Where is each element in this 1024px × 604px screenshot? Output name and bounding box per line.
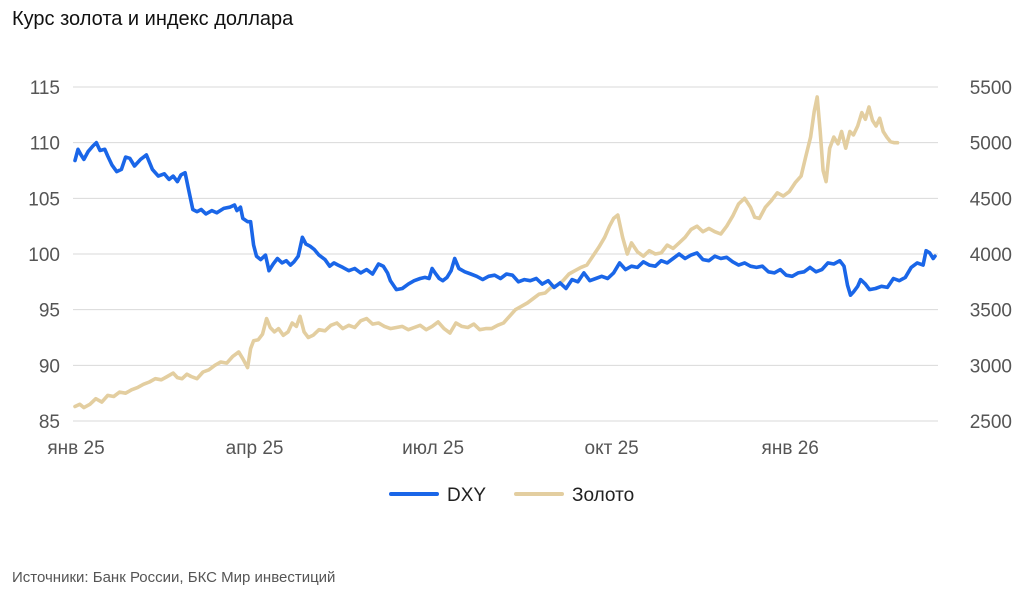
dxy-series-line [73, 140, 937, 297]
left-tick-label: 85 [39, 412, 60, 433]
left-tick-label: 110 [30, 134, 60, 155]
left-tick-label: 95 [39, 301, 60, 322]
series-layer [73, 95, 937, 410]
left-tick-label: 105 [28, 189, 60, 210]
right-tick-label: 3500 [970, 301, 1012, 322]
x-axis-ticks: янв 25 апр 25 июл 25 окт 25 янв 26 [47, 438, 819, 459]
left-tick-label: 115 [30, 78, 60, 99]
legend-gold-label: Золото [572, 485, 634, 506]
left-axis-ticks: 85 90 95 100 105 110 115 [28, 78, 60, 433]
x-tick-label: июл 25 [402, 438, 464, 459]
left-tick-label: 90 [39, 356, 60, 377]
right-tick-label: 2500 [970, 412, 1012, 433]
left-tick-label: 100 [28, 245, 60, 266]
x-tick-label: янв 25 [47, 438, 104, 459]
chart-title: Курс золота и индекс доллара [12, 8, 294, 30]
right-tick-label: 3000 [970, 356, 1012, 377]
x-tick-label: окт 25 [585, 438, 639, 459]
legend-dxy-label: DXY [447, 485, 486, 506]
right-axis-ticks: 2500 3000 3500 4000 4500 5000 5500 [970, 78, 1012, 433]
source-note: Источники: Банк России, БКС Мир инвестиц… [12, 569, 336, 586]
x-tick-label: апр 25 [226, 438, 284, 459]
right-tick-label: 4500 [970, 189, 1012, 210]
gold-series-line [73, 95, 900, 410]
legend: DXY Золото [389, 485, 634, 506]
right-tick-label: 5000 [970, 134, 1012, 155]
grid-layer [73, 86, 938, 422]
right-tick-label: 4000 [970, 245, 1012, 266]
right-tick-label: 5500 [970, 78, 1012, 99]
x-tick-label: янв 26 [762, 438, 819, 459]
